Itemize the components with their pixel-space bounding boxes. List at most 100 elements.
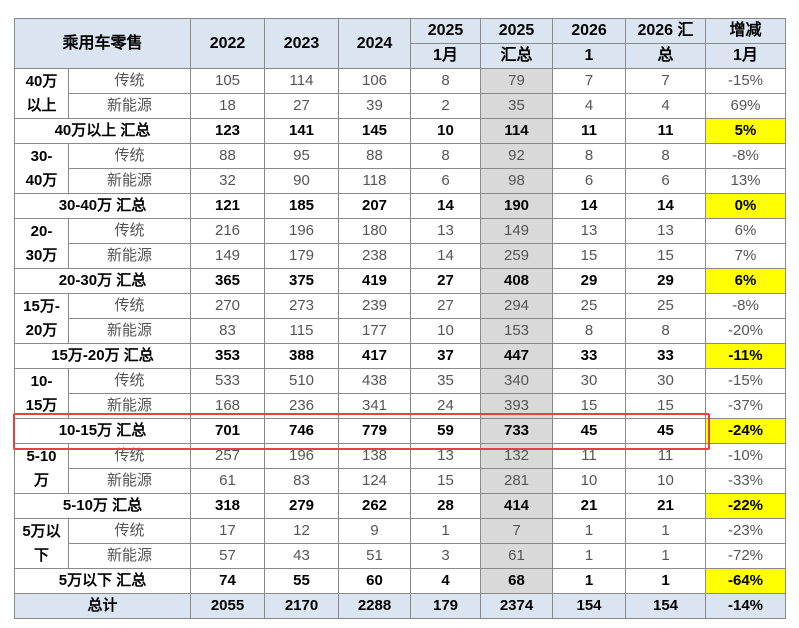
- group-label-line: 40万: [25, 171, 58, 189]
- value-cell: 393: [480, 393, 553, 419]
- value-cell: 61: [190, 468, 265, 494]
- value-cell: 8: [625, 143, 706, 169]
- data-row: 新能源 83 115 177 10 153 8 8 -20%: [15, 318, 786, 344]
- value-cell: 138: [338, 443, 411, 469]
- change-cell: 0%: [705, 193, 786, 219]
- value-cell: 124: [338, 468, 411, 494]
- header-row: 乘用车零售 2022 2023 2024 2025 2025 2026 2026 汇 增减: [14, 18, 786, 69]
- header-cell: 1月: [705, 43, 786, 69]
- value-cell: 10: [410, 318, 481, 344]
- value-cell: 154: [552, 593, 626, 619]
- group-label-line: 5-10: [26, 447, 57, 465]
- data-row: 新能源 32 90 118 6 98 6 6 13%: [15, 168, 786, 194]
- value-cell: 216: [190, 218, 265, 244]
- value-cell: 35: [480, 93, 553, 119]
- value-cell: 257: [190, 443, 265, 469]
- value-cell: 8: [410, 68, 481, 94]
- value-cell: 11: [552, 118, 626, 144]
- value-cell: 13: [410, 443, 481, 469]
- value-cell: 30: [625, 368, 706, 394]
- value-cell: 279: [264, 493, 339, 519]
- value-cell: 281: [480, 468, 553, 494]
- value-cell: 57: [190, 543, 265, 569]
- header-text: 2022: [209, 34, 246, 52]
- value-cell: 438: [338, 368, 411, 394]
- data-row: 40万 以上 传统 105 114 106 8 79 7 7 -15%: [14, 68, 786, 119]
- subtotal-label: 20-30万 汇总: [14, 268, 191, 294]
- group-label: 5万以下: [14, 518, 69, 569]
- value-cell: 59: [410, 418, 481, 444]
- change-cell: -15%: [705, 68, 786, 94]
- value-cell: 2374: [480, 593, 553, 619]
- value-cell: 746: [264, 418, 339, 444]
- change-cell: -10%: [705, 443, 786, 469]
- change-cell: -8%: [705, 293, 786, 319]
- type-cell: 新能源: [68, 543, 191, 569]
- value-cell: 10: [552, 468, 626, 494]
- value-cell: 8: [410, 143, 481, 169]
- subtotal-label: 15万-20万 汇总: [14, 343, 191, 369]
- group-label: 10- 15万: [14, 368, 69, 419]
- value-cell: 2170: [264, 593, 339, 619]
- value-cell: 29: [552, 268, 626, 294]
- group-label: 40万 以上: [14, 68, 69, 119]
- header-cell: 2025: [410, 18, 481, 44]
- value-cell: 55: [264, 568, 339, 594]
- value-cell: 29: [625, 268, 706, 294]
- value-cell: 196: [264, 443, 339, 469]
- group-label-line: 20-: [30, 222, 53, 240]
- value-cell: 1: [552, 568, 626, 594]
- value-cell: 10: [410, 118, 481, 144]
- value-cell: 83: [264, 468, 339, 494]
- subtotal-row: 10-15万 汇总 701 746 779 59 733 45 45 -24%: [14, 418, 786, 444]
- header-text: 2025: [427, 22, 464, 39]
- value-cell: 24: [410, 393, 481, 419]
- data-row: 新能源 168 236 341 24 393 15 15 -37%: [15, 393, 786, 419]
- header-cell: 2022: [190, 18, 265, 69]
- value-cell: 7: [480, 518, 553, 544]
- type-cell: 传统: [68, 293, 191, 319]
- value-cell: 3: [410, 543, 481, 569]
- value-cell: 33: [552, 343, 626, 369]
- header-cell: 汇总: [480, 43, 553, 69]
- table-body: 乘用车零售 2022 2023 2024 2025 2025 2026 2026 汇增减 1月汇…: [14, 18, 786, 619]
- value-cell: 15: [410, 468, 481, 494]
- value-cell: 21: [625, 493, 706, 519]
- value-cell: 510: [264, 368, 339, 394]
- value-cell: 33: [625, 343, 706, 369]
- change-cell: 5%: [705, 118, 786, 144]
- subtotal-label: 30-40万 汇总: [14, 193, 191, 219]
- value-cell: 238: [338, 243, 411, 269]
- value-cell: 149: [190, 243, 265, 269]
- data-row: 10- 15万 传统 533 510 438 35 340 30 30 -15%: [14, 368, 786, 419]
- value-cell: 1: [552, 518, 626, 544]
- header-text: 2023: [283, 34, 320, 52]
- value-cell: 88: [190, 143, 265, 169]
- data-row: 5万以下传统 17 12 9 1 7 1 1 -23%: [14, 518, 786, 569]
- change-cell: -64%: [705, 568, 786, 594]
- value-cell: 207: [338, 193, 411, 219]
- value-cell: 21: [552, 493, 626, 519]
- header-cell: 2026 汇: [625, 18, 706, 44]
- group-label-line: 40万: [25, 72, 58, 90]
- header-cell: 增减: [705, 18, 786, 44]
- value-cell: 1: [410, 518, 481, 544]
- type-cell: 传统: [68, 518, 191, 544]
- value-cell: 121: [190, 193, 265, 219]
- value-cell: 35: [410, 368, 481, 394]
- subtotal-row: 5万以下 汇总 74 55 60 4 68 1 1 -64%: [14, 568, 786, 594]
- value-cell: 340: [480, 368, 553, 394]
- value-cell: 447: [480, 343, 553, 369]
- value-cell: 8: [552, 318, 626, 344]
- value-cell: 1: [552, 543, 626, 569]
- value-cell: 27: [264, 93, 339, 119]
- change-cell: -24%: [705, 418, 786, 444]
- value-cell: 179: [264, 243, 339, 269]
- type-cell: 传统: [68, 218, 191, 244]
- group-label-line: 5万以: [22, 522, 61, 540]
- value-cell: 701: [190, 418, 265, 444]
- value-cell: 43: [264, 543, 339, 569]
- change-cell: 69%: [705, 93, 786, 119]
- change-cell: -33%: [705, 468, 786, 494]
